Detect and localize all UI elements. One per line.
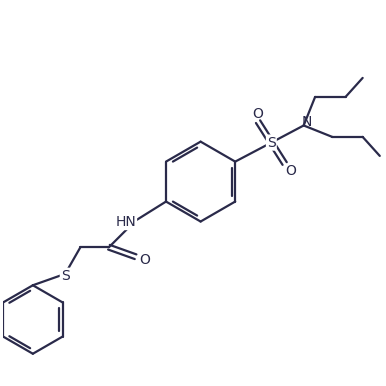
Text: O: O xyxy=(140,253,151,267)
Text: S: S xyxy=(61,269,69,283)
Text: S: S xyxy=(267,135,276,150)
Text: O: O xyxy=(252,107,264,121)
Text: HN: HN xyxy=(116,215,136,230)
Text: O: O xyxy=(285,164,296,178)
Text: N: N xyxy=(301,115,312,129)
